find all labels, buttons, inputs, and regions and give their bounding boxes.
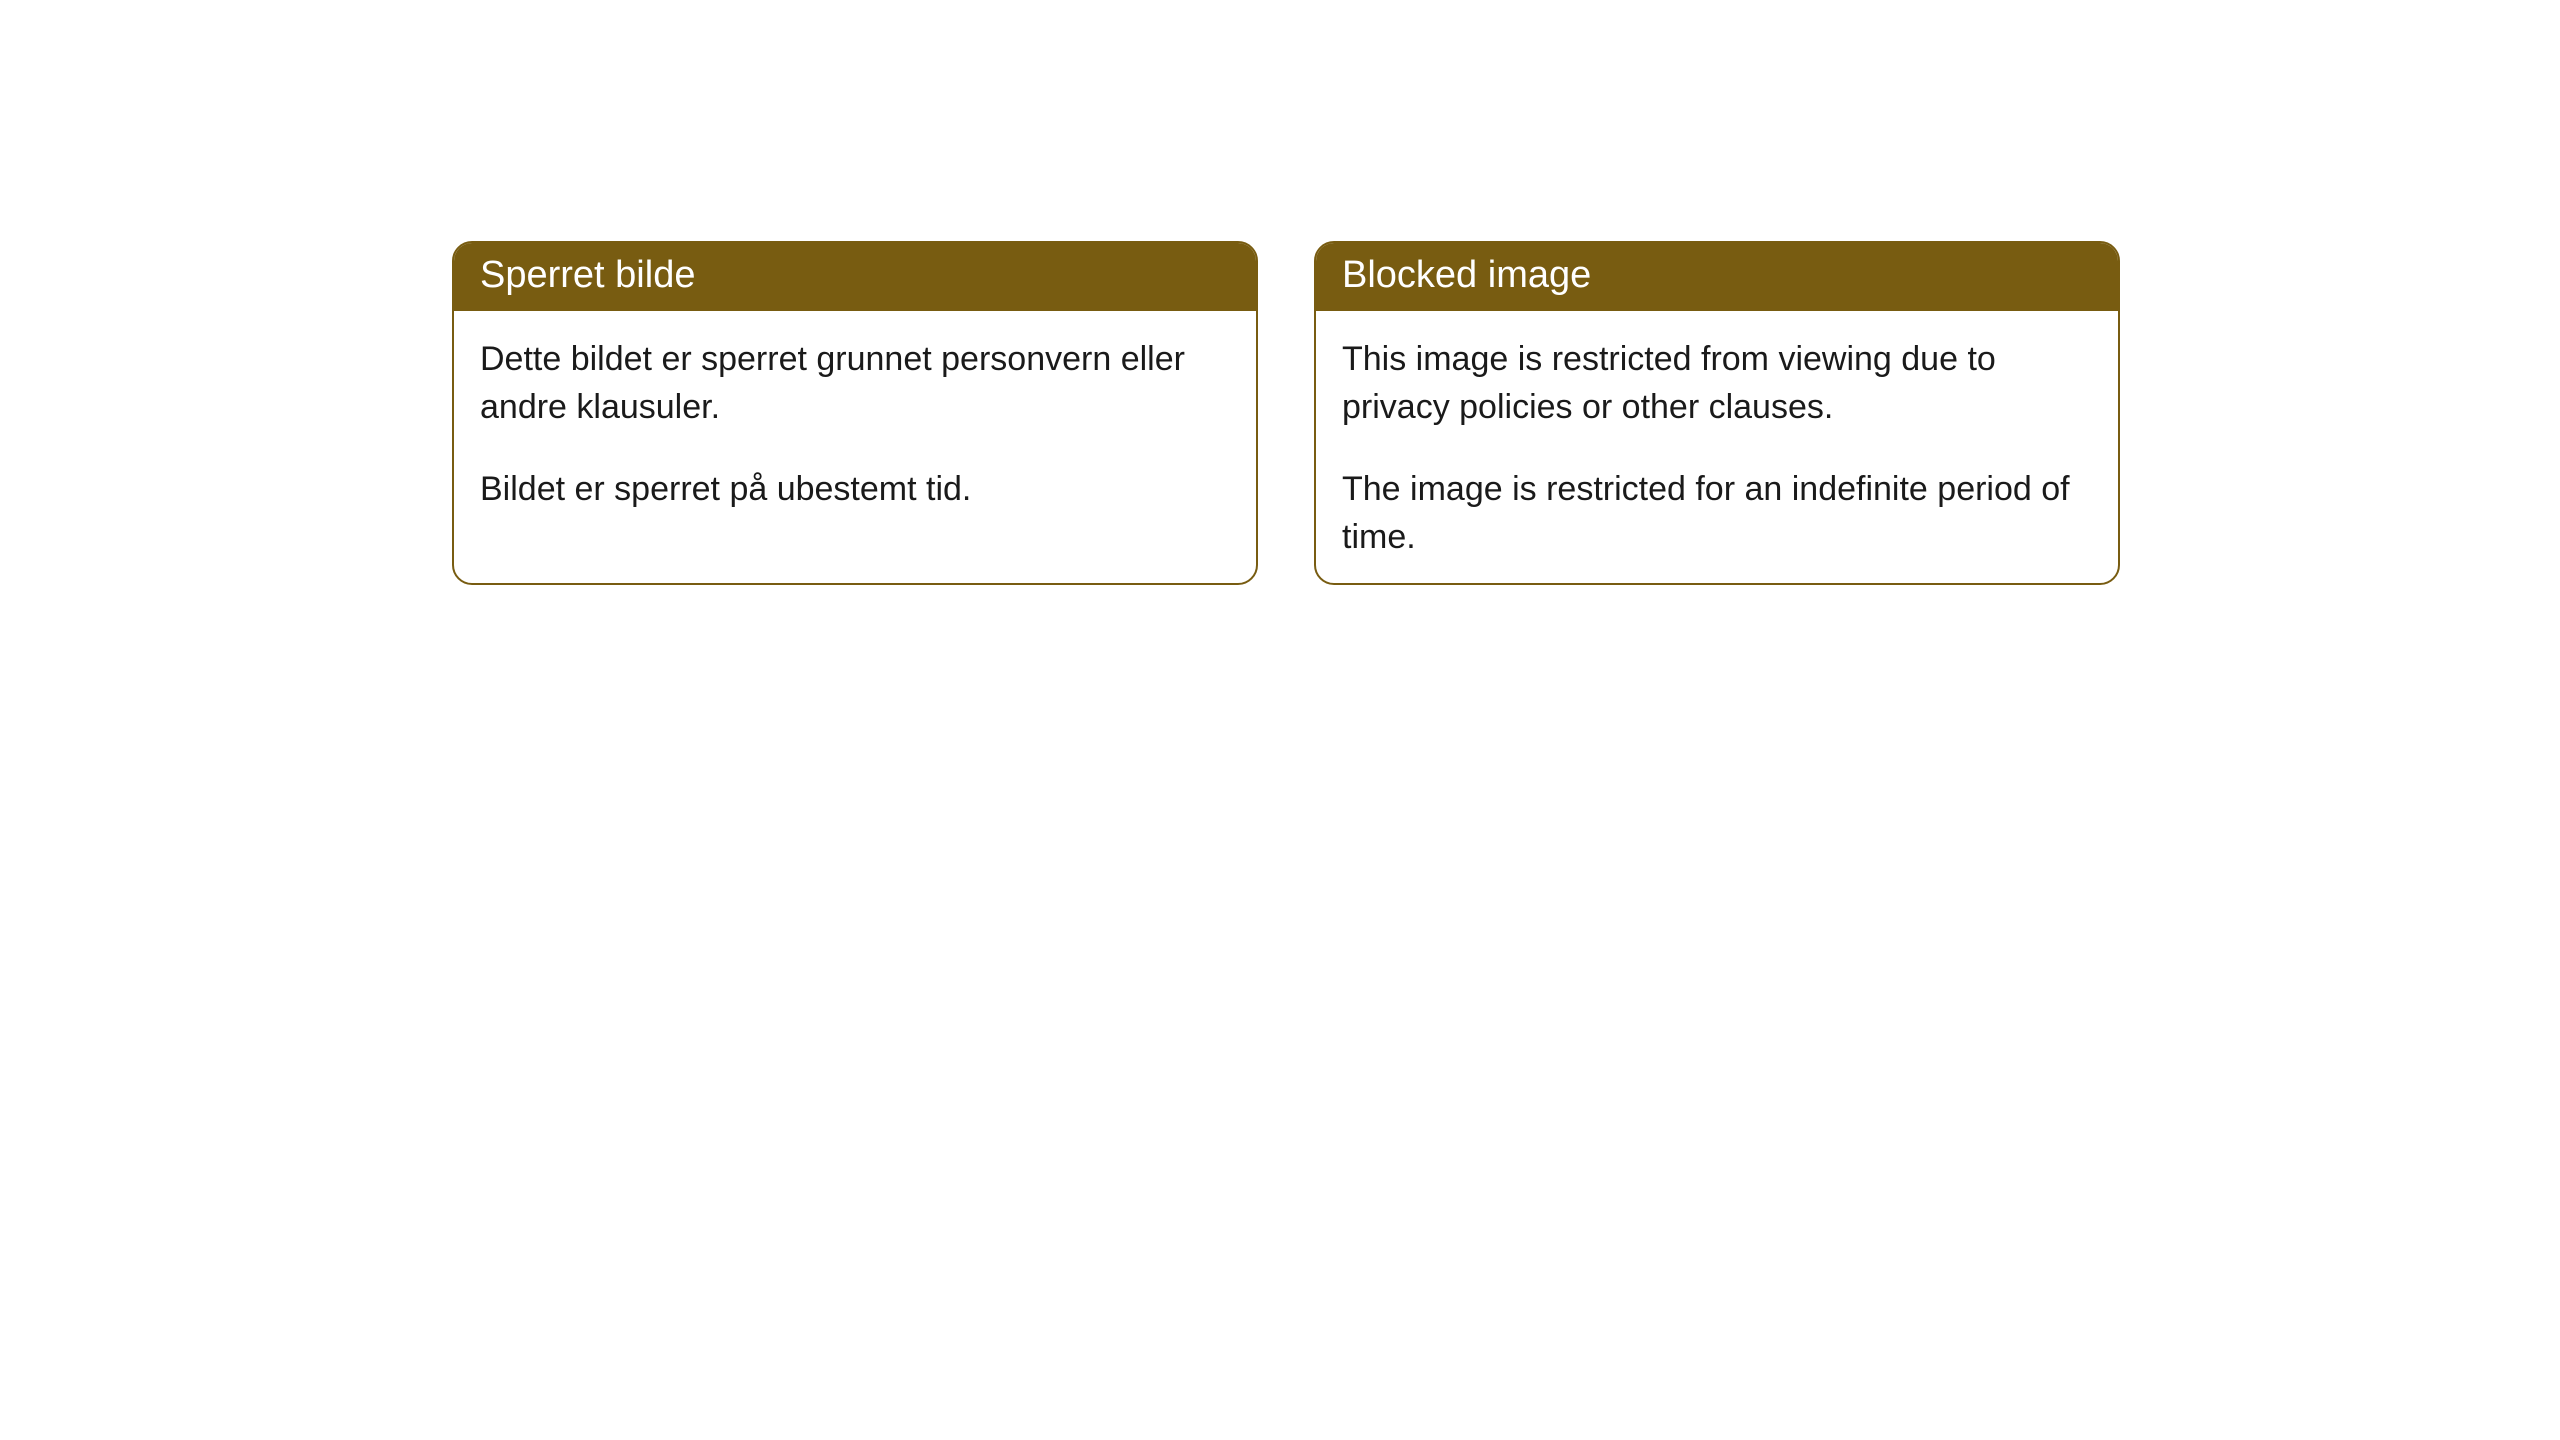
notice-card-norwegian: Sperret bilde Dette bildet er sperret gr… xyxy=(452,241,1258,585)
card-text-english: This image is restricted from viewing du… xyxy=(1342,335,2092,562)
card-text-norwegian: Dette bildet er sperret grunnet personve… xyxy=(480,335,1230,514)
card-body-norwegian: Dette bildet er sperret grunnet personve… xyxy=(454,311,1256,583)
notice-paragraph-2-en: The image is restricted for an indefinit… xyxy=(1342,465,2092,562)
card-title-norwegian: Sperret bilde xyxy=(454,243,1256,311)
notice-cards-row: Sperret bilde Dette bildet er sperret gr… xyxy=(452,241,2120,585)
card-title-english: Blocked image xyxy=(1316,243,2118,311)
card-body-english: This image is restricted from viewing du… xyxy=(1316,311,2118,583)
notice-card-english: Blocked image This image is restricted f… xyxy=(1314,241,2120,585)
notice-paragraph-1-no: Dette bildet er sperret grunnet personve… xyxy=(480,335,1230,432)
notice-paragraph-1-en: This image is restricted from viewing du… xyxy=(1342,335,2092,432)
notice-paragraph-2-no: Bildet er sperret på ubestemt tid. xyxy=(480,465,1230,513)
